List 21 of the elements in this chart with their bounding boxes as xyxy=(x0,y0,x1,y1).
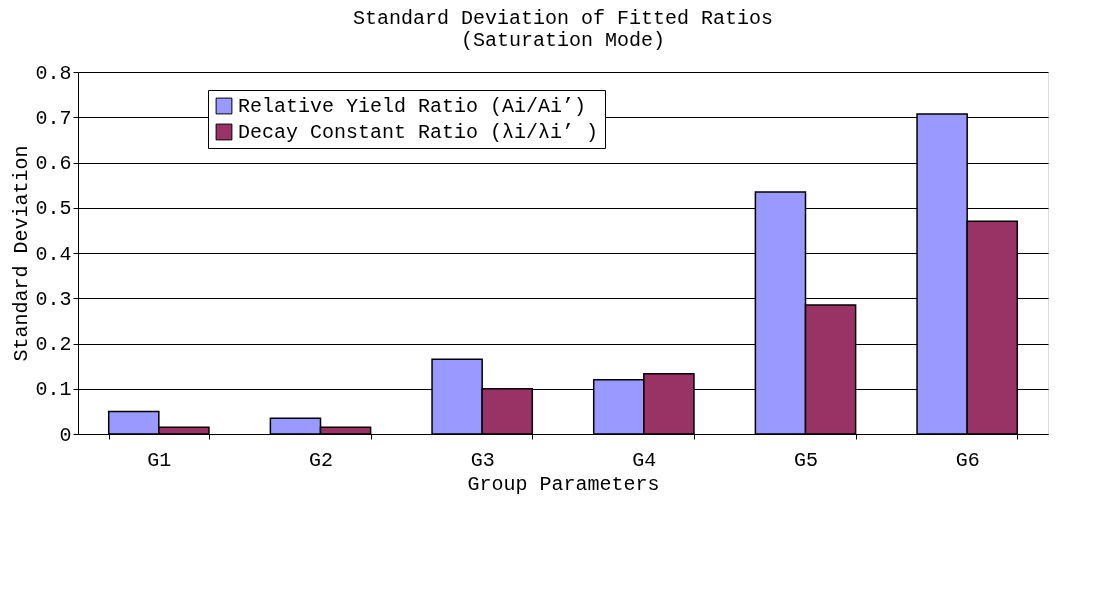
x-tick-label: G6 xyxy=(955,448,980,472)
y-tick-label: 0 xyxy=(59,423,72,447)
y-tick-label: 0.5 xyxy=(35,197,72,221)
legend-label: Relative Yield Ratio (Ai/Ai’) xyxy=(238,95,587,118)
y-tick-label: 0.2 xyxy=(35,333,72,356)
y-tick-label: 0.3 xyxy=(35,287,72,311)
legend-label: Decay Constant Ratio (λi/λi’ ) xyxy=(238,121,599,144)
y-tick-label: 0.8 xyxy=(35,61,72,85)
y-tick-label: 0.1 xyxy=(35,378,72,402)
x-tick-label: G3 xyxy=(470,448,495,472)
text: (Saturation Mode) xyxy=(460,29,666,52)
y-tick-label: 0.4 xyxy=(35,242,72,266)
x-tick-label: G2 xyxy=(308,448,334,472)
y-tick-label: 0.6 xyxy=(35,152,72,175)
y-tick-label: 0.7 xyxy=(35,106,72,130)
x-tick-label: G4 xyxy=(632,448,657,472)
y-axis-title: Standard Deviation xyxy=(10,145,34,362)
text: Standard Deviation of Fitted Ratios xyxy=(352,7,774,30)
x-tick-label: G5 xyxy=(793,448,819,472)
x-axis-title: Group Parameters xyxy=(467,472,660,496)
x-tick-label: G1 xyxy=(147,448,172,472)
